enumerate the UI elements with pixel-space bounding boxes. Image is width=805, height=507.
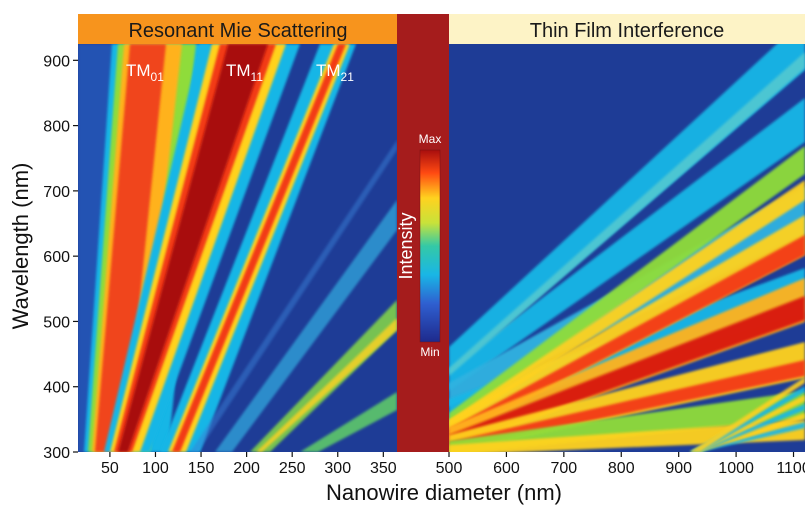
heatmap-band [449,360,805,450]
heatmap-band [449,235,805,439]
right-panel-title: Thin Film Interference [530,20,725,42]
heatmap-band [449,296,805,447]
right-title-bar [449,14,805,44]
x-tick-label: 350 [370,460,397,477]
heatmap-band [250,300,397,452]
x-tick-label: 150 [188,460,215,477]
x-tick-label: 100 [142,460,169,477]
x-tick-label: 50 [101,460,119,477]
x-tick-label: 700 [550,460,577,477]
x-axis-ticks: 50 100 150 200 250 300 350 500 600 700 800 900 1000 1… [101,452,805,477]
mode-label-tm01: TM01 [126,61,164,84]
x-tick-label: 900 [665,460,692,477]
heatmap-band [256,318,397,452]
heatmap-band [215,200,397,452]
heatmap-band [449,180,805,430]
x-tick-label: 600 [493,460,520,477]
heatmap-band [449,391,805,452]
left-heatmap-bands [78,44,397,452]
y-tick-label: 500 [43,314,70,331]
heatmap-band [300,392,397,452]
heatmap-band [172,44,346,452]
y-tick-label: 900 [43,53,70,70]
heatmap-band [449,52,805,376]
left-panel-title: Resonant Mie Scattering [128,20,347,42]
y-axis-label: Wavelength (nm) [8,163,33,330]
colorbar-max-label: Max [419,132,442,146]
mode-labels: TM01 TM11 TM21 [126,61,354,84]
y-tick-label: 300 [43,445,70,462]
mode-label-tm11: TM11 [226,61,263,84]
heatmap-band [449,98,805,391]
mode-label-tm21: TM21 [316,61,354,84]
y-tick-label: 700 [43,184,70,201]
y-tick-label: 400 [43,380,70,397]
x-tick-label: 300 [324,460,351,477]
x-tick-label: 250 [279,460,306,477]
x-tick-label: 1100 [776,460,805,477]
heatmap-band [190,140,397,452]
heatmap-band [95,44,166,452]
y-tick-label: 800 [43,119,70,136]
x-tick-label: 800 [608,460,635,477]
right-heatmap-bands [449,44,805,452]
heatmap-band [449,146,805,427]
left-title-bar [78,14,397,44]
x-tick-label: 500 [436,460,463,477]
colorbar-title: Intensity [396,212,416,279]
x-tick-label: 200 [233,460,260,477]
colorbar [419,149,441,343]
x-tick-label: 1000 [718,460,754,477]
y-axis-ticks: 300 400 500 600 700 800 900 [43,53,78,462]
heatmap-band [118,44,268,452]
colorbar-min-label: Min [420,345,439,359]
heatmap-band [449,420,805,452]
heatmap-band [690,377,805,452]
x-axis-label: Nanowire diameter (nm) [326,480,562,505]
y-tick-label: 600 [43,249,70,266]
